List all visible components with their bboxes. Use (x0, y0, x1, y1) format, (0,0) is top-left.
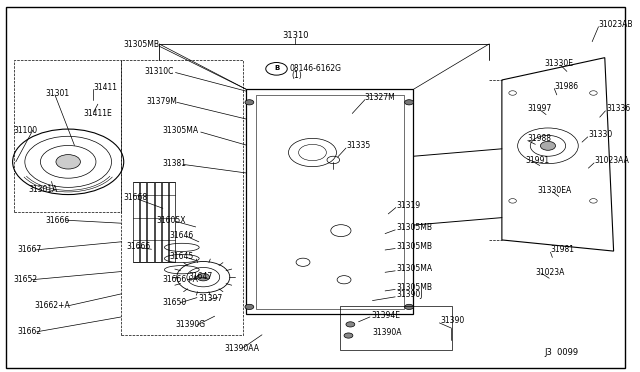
Text: 31662+A: 31662+A (35, 301, 70, 310)
Text: 31310: 31310 (282, 31, 308, 40)
Text: 31397: 31397 (199, 294, 223, 303)
Text: 31390: 31390 (441, 316, 465, 325)
Text: 31390G: 31390G (175, 320, 205, 329)
Text: 31988: 31988 (528, 134, 552, 143)
Text: 31305MB: 31305MB (396, 283, 433, 292)
Text: 31411: 31411 (93, 83, 117, 92)
Text: 31381: 31381 (163, 159, 187, 168)
Text: 31310C: 31310C (144, 67, 173, 76)
Text: 31991: 31991 (525, 156, 549, 165)
Bar (255, 95, 404, 309)
Text: 31646: 31646 (169, 231, 193, 240)
Text: 31305MA: 31305MA (396, 264, 433, 273)
Text: 31668: 31668 (123, 193, 147, 202)
Circle shape (540, 141, 556, 150)
Text: 31667: 31667 (18, 246, 42, 254)
Text: 31023AA: 31023AA (595, 156, 630, 165)
Bar (140, 182, 146, 262)
Text: 31023A: 31023A (535, 268, 564, 277)
Text: 31319: 31319 (396, 201, 420, 210)
Circle shape (344, 333, 353, 338)
Bar (246, 89, 413, 314)
Text: 31336: 31336 (606, 104, 630, 113)
Text: 31662: 31662 (18, 327, 42, 336)
Text: 31666+A: 31666+A (163, 275, 199, 284)
Text: 08146-6162G: 08146-6162G (289, 64, 341, 73)
Text: J3  0099: J3 0099 (544, 348, 579, 357)
Circle shape (404, 100, 413, 105)
Text: 31650: 31650 (163, 298, 187, 307)
Text: 31379M: 31379M (147, 97, 177, 106)
Bar (147, 182, 154, 262)
Circle shape (404, 304, 413, 310)
Circle shape (245, 100, 254, 105)
Text: 31330E: 31330E (544, 60, 573, 68)
Bar (340, 306, 452, 350)
Text: 31394E: 31394E (371, 311, 400, 320)
Text: (1): (1) (292, 71, 303, 80)
Text: 31997: 31997 (527, 104, 552, 113)
Text: 31305MB: 31305MB (396, 223, 433, 232)
Text: 31301A: 31301A (28, 185, 58, 194)
Text: 31981: 31981 (550, 246, 575, 254)
Text: 31330EA: 31330EA (538, 186, 572, 195)
Bar (132, 182, 139, 262)
Circle shape (197, 273, 209, 281)
Text: 31605X: 31605X (157, 216, 186, 225)
Text: 31305MB: 31305MB (396, 242, 433, 251)
Text: 31647: 31647 (188, 272, 212, 280)
Text: 31327M: 31327M (365, 93, 396, 102)
Text: 31305MB: 31305MB (123, 40, 159, 49)
Text: 31330: 31330 (588, 130, 612, 139)
Text: 31305MA: 31305MA (163, 126, 199, 135)
Bar (154, 182, 161, 262)
Text: 31390AA: 31390AA (224, 344, 259, 353)
Text: 31666: 31666 (126, 242, 150, 251)
Text: 31986: 31986 (554, 82, 579, 91)
Bar (169, 182, 175, 262)
Circle shape (346, 322, 355, 327)
Text: 31335: 31335 (346, 141, 370, 150)
Bar (162, 182, 168, 262)
Text: 31100: 31100 (14, 126, 38, 135)
Circle shape (245, 304, 254, 310)
Text: 31645: 31645 (169, 252, 193, 261)
Circle shape (56, 155, 81, 169)
Text: 31390J: 31390J (396, 290, 423, 299)
Text: 31390A: 31390A (372, 328, 402, 337)
Text: 31666: 31666 (45, 216, 70, 225)
Text: 31411E: 31411E (83, 109, 112, 118)
Text: B: B (274, 65, 279, 71)
Text: 31023AB: 31023AB (598, 20, 633, 29)
Text: 31301: 31301 (45, 89, 70, 98)
Text: 31652: 31652 (14, 275, 38, 284)
